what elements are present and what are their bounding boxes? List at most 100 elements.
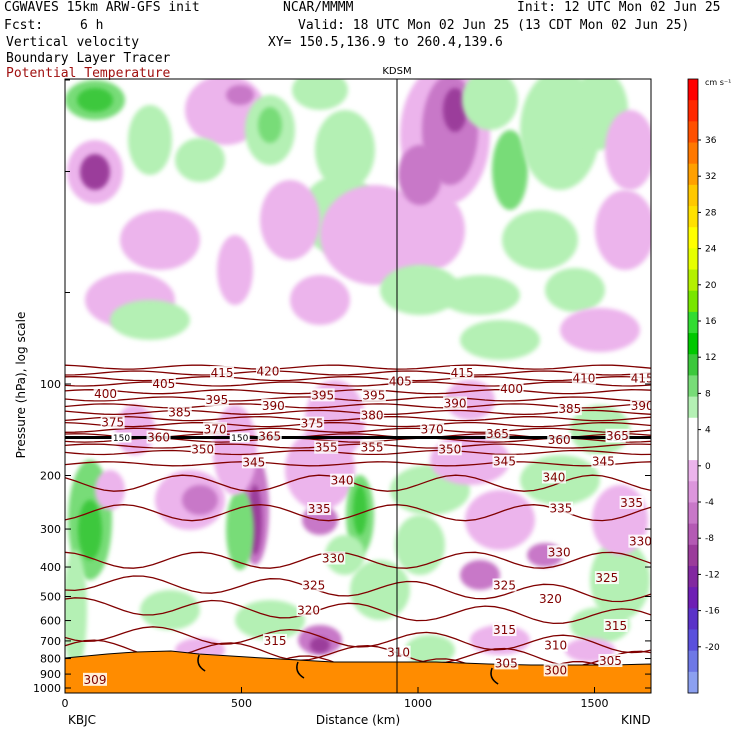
theta-label-25: 350 bbox=[191, 442, 214, 456]
vv-region-55 bbox=[310, 637, 330, 653]
theta-label-bg-36 bbox=[100, 415, 125, 429]
theta-label-bg-28 bbox=[360, 440, 385, 454]
theta-label-bg-23 bbox=[492, 454, 517, 468]
isentrope-375 bbox=[65, 421, 651, 428]
theta-label-34: 370 bbox=[204, 422, 227, 436]
field-boundary-layer-tracer: Boundary Layer Tracer bbox=[6, 51, 171, 66]
theta-label-1: 300 bbox=[544, 663, 567, 677]
theta-label-31: 365 bbox=[258, 430, 281, 444]
colorbar-swatch-5 bbox=[688, 184, 698, 207]
theta-label-bg-29 bbox=[146, 430, 171, 444]
colorbar-swatch-18 bbox=[688, 460, 698, 482]
theta-label-bg-42 bbox=[443, 396, 468, 410]
vv-region-20 bbox=[395, 190, 465, 270]
theta-label-18: 335 bbox=[550, 502, 573, 516]
theta-label-39: 385 bbox=[168, 405, 191, 419]
colorbar-label-7: 8 bbox=[705, 389, 711, 399]
isentrope-330 bbox=[65, 551, 651, 569]
y-tick-label-9: 1000 bbox=[33, 682, 61, 695]
terrain-ridge-0 bbox=[197, 654, 206, 672]
isentrope-315 bbox=[65, 626, 651, 654]
field-vertical-velocity: Vertical velocity bbox=[6, 35, 140, 50]
theta-label-22: 345 bbox=[242, 455, 265, 469]
vv-region-44 bbox=[226, 490, 254, 570]
theta-label-bg-20 bbox=[330, 473, 355, 487]
theta-label-bg-43 bbox=[630, 398, 651, 412]
theta-label-bg-1 bbox=[543, 663, 568, 677]
colorbar-label-4: 20 bbox=[705, 281, 717, 291]
theta-label-38: 380 bbox=[361, 409, 384, 423]
theta-label-44: 395 bbox=[205, 393, 228, 407]
theta-label-15: 330 bbox=[548, 545, 571, 559]
theta-label-29: 360 bbox=[147, 431, 170, 445]
y-tick-label-5: 600 bbox=[40, 615, 61, 628]
theta-label-bg-32 bbox=[485, 426, 510, 440]
isentrope-420 bbox=[65, 364, 651, 370]
theta-label-21: 340 bbox=[542, 470, 565, 484]
theta-label-bg-6 bbox=[263, 633, 288, 647]
terrain-ridge-2 bbox=[490, 667, 499, 685]
theta-label-bg-54 bbox=[630, 371, 651, 385]
vv-region-23 bbox=[492, 130, 528, 210]
vv-region-19 bbox=[443, 88, 467, 132]
theta-label-bg-9 bbox=[296, 603, 321, 617]
vv-region-71 bbox=[460, 560, 500, 590]
theta-label-48: 400 bbox=[500, 382, 523, 396]
theta-label-bg-13 bbox=[594, 571, 619, 585]
theta-label-32: 365 bbox=[486, 427, 509, 441]
x-tick-label-3: 1500 bbox=[581, 697, 609, 710]
theta-label-14: 330 bbox=[322, 552, 345, 566]
theta-label-bg-18 bbox=[548, 501, 573, 515]
y-tick-label-1: 200 bbox=[40, 470, 61, 483]
theta-label-bg-41 bbox=[261, 398, 286, 412]
vv-region-39 bbox=[65, 550, 87, 670]
vv-region-9 bbox=[258, 107, 282, 143]
colorbar-swatch-19 bbox=[688, 481, 698, 503]
y-tick-label-0: 100 bbox=[40, 378, 61, 391]
tracer-label-bg-1 bbox=[229, 432, 250, 443]
theta-label-bg-17 bbox=[307, 502, 332, 516]
vv-region-57 bbox=[395, 515, 445, 575]
colorbar-swatch-15 bbox=[688, 396, 698, 419]
theta-label-9: 320 bbox=[297, 603, 320, 617]
theta-label-bg-49 bbox=[151, 377, 176, 390]
theta-label-23: 345 bbox=[493, 455, 516, 469]
vv-region-13 bbox=[315, 110, 375, 190]
theta-label-35: 370 bbox=[421, 422, 444, 436]
colorbar-label-14: -20 bbox=[705, 643, 720, 653]
colorbar-swatch-8 bbox=[688, 248, 698, 271]
theta-label-53: 415 bbox=[451, 366, 474, 380]
theta-label-6: 315 bbox=[264, 634, 287, 648]
vv-region-29 bbox=[380, 265, 460, 315]
theta-label-46: 395 bbox=[362, 388, 385, 402]
theta-label-0: 309 bbox=[84, 673, 107, 687]
vv-region-66 bbox=[140, 590, 200, 630]
isentrope-355 bbox=[65, 443, 651, 449]
isentrope-380 bbox=[65, 415, 651, 422]
theta-label-47: 400 bbox=[94, 387, 117, 401]
colorbar-label-6: 12 bbox=[705, 353, 716, 363]
y-tick-label-3: 400 bbox=[40, 561, 61, 574]
theta-label-bg-22 bbox=[241, 455, 266, 469]
theta-label-bg-52 bbox=[210, 365, 235, 379]
distance-axis: 0 500 1000 1500 bbox=[62, 687, 609, 710]
theta-label-bg-16 bbox=[628, 534, 651, 548]
vv-region-35 bbox=[460, 320, 540, 360]
vv-region-50 bbox=[353, 485, 367, 535]
colorbar-label-9: 0 bbox=[705, 462, 711, 472]
theta-label-45: 395 bbox=[311, 388, 334, 402]
colorbar-swatch-11 bbox=[688, 311, 698, 334]
theta-label-bg-25 bbox=[190, 442, 215, 456]
theta-label-49: 405 bbox=[152, 377, 175, 391]
theta-label-bg-24 bbox=[591, 454, 616, 468]
colorbar-swatch-3 bbox=[688, 142, 698, 165]
colorbar-label-13: -16 bbox=[705, 607, 720, 617]
colorbar-swatch-14 bbox=[688, 375, 698, 398]
theta-label-bg-51 bbox=[571, 371, 596, 385]
vv-region-68 bbox=[405, 635, 455, 665]
colorbar-swatch-16 bbox=[688, 417, 698, 440]
x-tick-label-2: 1000 bbox=[404, 697, 432, 710]
vv-region-41 bbox=[182, 485, 218, 515]
theta-label-16: 330 bbox=[629, 535, 652, 549]
vv-region-28 bbox=[502, 210, 578, 270]
